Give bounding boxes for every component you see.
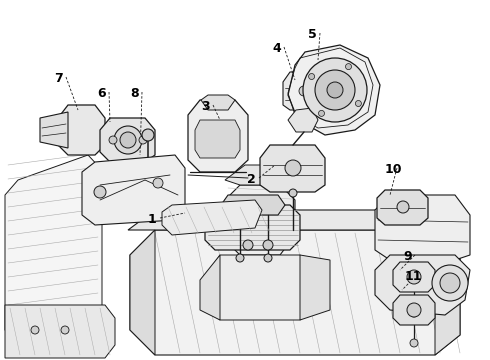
Text: 5: 5 [308,28,317,41]
Circle shape [243,240,253,250]
Circle shape [139,136,147,144]
Circle shape [440,273,460,293]
Circle shape [109,136,117,144]
Polygon shape [393,295,435,325]
Text: 6: 6 [97,87,106,100]
Circle shape [94,186,106,198]
Text: 4: 4 [272,42,281,55]
Polygon shape [260,145,325,192]
Circle shape [142,129,154,141]
Polygon shape [288,108,318,132]
Polygon shape [300,255,330,320]
Circle shape [263,240,273,250]
Polygon shape [288,45,380,135]
Polygon shape [195,120,240,158]
Text: 3: 3 [201,100,210,113]
Polygon shape [5,155,102,345]
Circle shape [303,58,367,122]
Circle shape [61,326,69,334]
Circle shape [432,265,468,301]
Polygon shape [375,195,470,260]
Polygon shape [225,185,295,255]
Circle shape [236,254,244,262]
Polygon shape [162,200,262,235]
Circle shape [264,254,272,262]
Circle shape [114,126,142,154]
Circle shape [289,189,297,197]
Polygon shape [82,155,185,225]
Text: 11: 11 [405,270,422,283]
Polygon shape [435,210,460,355]
Circle shape [299,86,309,96]
Polygon shape [221,195,285,215]
Circle shape [327,82,343,98]
Circle shape [410,339,418,347]
Polygon shape [188,100,248,172]
Circle shape [120,132,136,148]
Polygon shape [201,95,235,110]
Circle shape [309,73,315,80]
Circle shape [315,70,355,110]
Polygon shape [58,105,105,155]
Circle shape [31,326,39,334]
Polygon shape [40,112,68,148]
Text: 1: 1 [148,213,157,226]
Polygon shape [375,255,470,315]
Circle shape [285,160,301,176]
Text: 7: 7 [54,72,63,85]
Polygon shape [100,118,155,162]
Circle shape [407,270,421,284]
Polygon shape [225,165,295,185]
Circle shape [410,309,418,317]
Polygon shape [377,190,428,225]
Text: 9: 9 [403,250,412,263]
Polygon shape [200,255,220,320]
Polygon shape [128,210,460,230]
Circle shape [355,100,362,107]
Polygon shape [393,262,435,292]
Text: 10: 10 [385,163,402,176]
Polygon shape [130,230,155,355]
Polygon shape [205,205,300,250]
Text: 8: 8 [130,87,139,100]
Polygon shape [283,72,325,110]
Polygon shape [130,230,460,355]
Circle shape [407,303,421,317]
Text: 2: 2 [247,173,256,186]
Circle shape [318,111,324,116]
Circle shape [153,178,163,188]
Circle shape [345,64,351,69]
Circle shape [397,201,409,213]
Polygon shape [139,200,157,216]
Polygon shape [5,305,115,358]
Polygon shape [210,255,310,320]
